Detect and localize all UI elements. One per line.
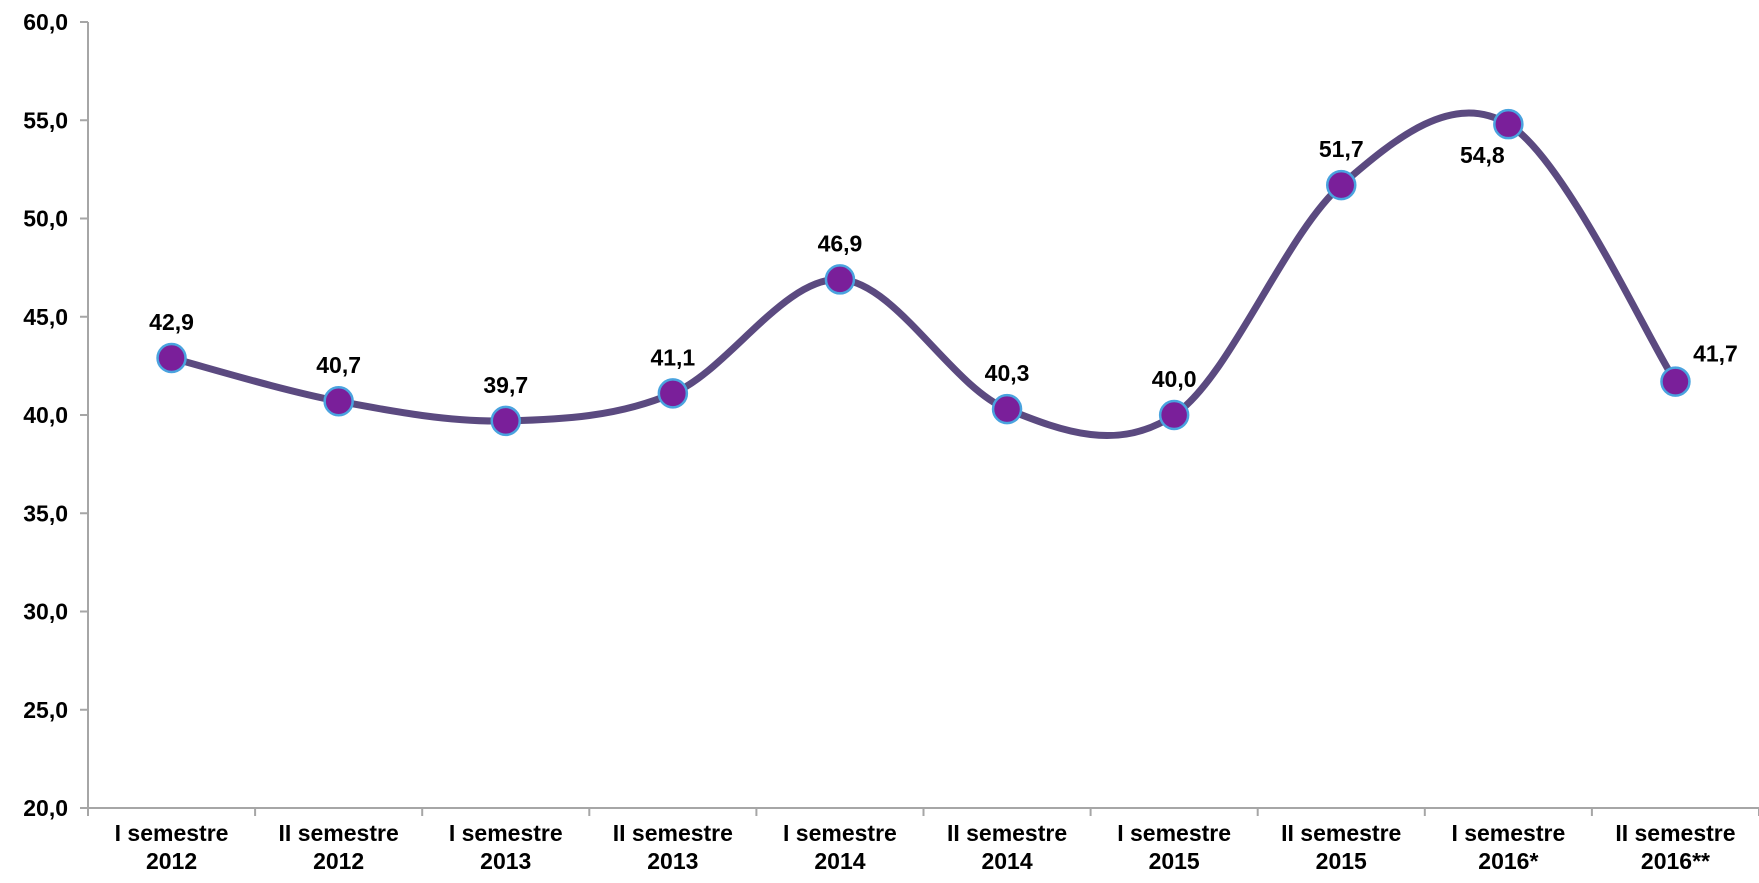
x-category-label-line: 2013 xyxy=(480,848,531,874)
x-category-label-line: II semestre xyxy=(279,820,399,846)
x-category-label-line: 2014 xyxy=(981,848,1032,874)
data-point xyxy=(156,342,187,374)
data-label: 41,7 xyxy=(1693,341,1738,367)
data-point xyxy=(490,405,521,437)
y-tick-label: 35,0 xyxy=(23,500,68,526)
data-label: 40,7 xyxy=(316,352,361,378)
x-category-label-line: 2015 xyxy=(1149,848,1200,874)
data-point xyxy=(657,378,689,409)
x-category-label-line: 2016** xyxy=(1641,848,1710,874)
x-category-label: II semestre 2016** xyxy=(1615,820,1735,874)
x-category-label-line: 2012 xyxy=(313,848,364,874)
x-category-label-line: 2015 xyxy=(1316,848,1367,874)
data-label: 39,7 xyxy=(483,372,528,398)
data-label: 41,1 xyxy=(650,344,695,370)
data-label: 51,7 xyxy=(1319,136,1364,162)
x-category-label: I semestre 2012 xyxy=(115,820,229,874)
x-category-label-line: II semestre xyxy=(1281,820,1401,846)
y-axis: 20,0 25,0 30,0 35,0 40,0 45,0 50,0 55,0 60,0 xyxy=(23,9,89,821)
x-category-label-line: II semestre xyxy=(1615,820,1735,846)
x-category-label-line: 2012 xyxy=(146,848,197,874)
y-tick-label: 25,0 xyxy=(23,697,68,723)
x-category-label-line: I semestre xyxy=(783,820,897,846)
data-label: 40,3 xyxy=(985,360,1030,386)
data-points xyxy=(156,108,1691,437)
data-label: 46,9 xyxy=(818,230,863,256)
x-category-label-line: I semestre xyxy=(115,820,229,846)
data-labels: 42,9 40,7 39,7 41,1 46,9 40,3 40,0 51,7 54,8 41,7 xyxy=(149,136,1738,398)
x-category-label: I semestre 2016* xyxy=(1451,820,1565,874)
data-point xyxy=(991,393,1023,425)
y-tick-label: 50,0 xyxy=(23,206,68,232)
data-label: 40,0 xyxy=(1152,366,1197,392)
y-tick-label: 60,0 xyxy=(23,9,68,35)
data-point xyxy=(323,385,354,417)
data-point xyxy=(1660,366,1691,397)
x-category-label: I semestre 2013 xyxy=(449,820,563,874)
series-line xyxy=(168,109,1679,439)
y-tick-label: 55,0 xyxy=(23,107,68,133)
data-point xyxy=(1158,399,1190,431)
x-category-label-line: 2014 xyxy=(814,848,865,874)
x-category-label-line: II semestre xyxy=(947,820,1067,846)
x-category-label: II semestre 2012 xyxy=(279,820,399,874)
x-category-label: II semestre 2013 xyxy=(613,820,733,874)
data-label: 42,9 xyxy=(149,309,194,335)
x-category-label-line: I semestre xyxy=(1451,820,1565,846)
y-tick-label: 45,0 xyxy=(23,304,68,330)
series-line-group xyxy=(168,109,1679,439)
x-category-label: II semestre 2014 xyxy=(947,820,1067,874)
x-category-label: I semestre 2015 xyxy=(1117,820,1231,874)
x-category-label: II semestre 2015 xyxy=(1281,820,1401,874)
y-tick-label: 40,0 xyxy=(23,402,68,428)
y-tick-label: 30,0 xyxy=(23,599,68,625)
data-point xyxy=(1493,108,1524,140)
x-category-label-line: 2013 xyxy=(647,848,698,874)
y-tick-label: 20,0 xyxy=(23,795,68,821)
data-point xyxy=(824,264,856,295)
x-category-label: I semestre 2014 xyxy=(783,820,897,874)
data-point xyxy=(1326,169,1357,201)
x-category-label-line: I semestre xyxy=(1117,820,1231,846)
data-label: 54,8 xyxy=(1460,142,1505,168)
x-category-label-line: I semestre xyxy=(449,820,563,846)
x-category-label-line: 2016* xyxy=(1478,848,1538,874)
x-category-label-line: II semestre xyxy=(613,820,733,846)
